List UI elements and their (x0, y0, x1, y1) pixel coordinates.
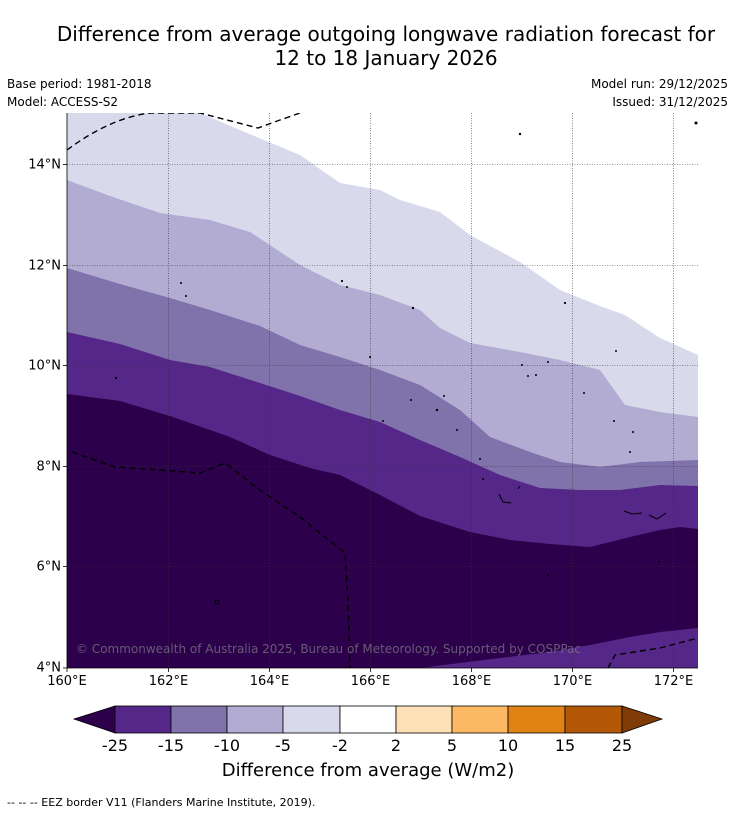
atoll-outlines (214, 485, 667, 605)
base-period: Base period: 1981-2018 (7, 77, 152, 91)
colorbar (72, 705, 664, 734)
map-border (66, 113, 698, 669)
y-tick-label: 6°N (36, 559, 62, 574)
eez-border-north (67, 113, 301, 151)
colorbar-label: 15 (554, 736, 576, 755)
colorbar-swatch-9 (564, 705, 623, 734)
y-tick-label: 12°N (28, 258, 61, 273)
x-tick-label: 172°E (653, 674, 694, 689)
colorbar-swatch-8 (507, 705, 566, 734)
x-tick-label: 162°E (148, 674, 189, 689)
colorbar-swatch-2 (170, 705, 228, 734)
x-tick-label: 164°E (249, 674, 290, 689)
colorbar-swatch-4 (282, 705, 341, 734)
title-line-1: Difference from average outgoing longwav… (56, 22, 716, 46)
colorbar-swatch-3 (226, 705, 284, 734)
y-tick-label: 8°N (36, 459, 62, 474)
meta-right: Model run: 29/12/2025 Issued: 31/12/2025 (591, 75, 728, 111)
x-tick-label: 166°E (350, 674, 391, 689)
model-name: Model: ACCESS-S2 (7, 95, 119, 109)
meta-left: Base period: 1981-2018 Model: ACCESS-S2 (7, 75, 152, 111)
colorbar-arrow-high (621, 705, 664, 734)
issued-date: Issued: 31/12/2025 (612, 95, 728, 109)
colorbar-swatch-5 (339, 705, 397, 734)
colorbar-swatch-7 (451, 705, 509, 734)
colorbar-swatch-6 (395, 705, 453, 734)
colorbar-label: 5 (446, 736, 458, 755)
colorbar-label: -15 (157, 736, 185, 755)
eez-borders (67, 113, 698, 668)
x-tick-label: 170°E (552, 674, 593, 689)
map-title: Difference from average outgoing longwav… (0, 22, 736, 70)
colorbar-label: -25 (101, 736, 129, 755)
islands (114, 121, 698, 576)
copyright-watermark: © Commonwealth of Australia 2025, Bureau… (76, 642, 581, 656)
colorbar-label: 10 (497, 736, 519, 755)
y-tick-label: 10°N (28, 358, 61, 373)
colorbar-arrow-low (72, 705, 116, 734)
eez-border-central (71, 451, 351, 668)
gridlines (67, 113, 698, 668)
y-tick-label: 14°N (28, 157, 61, 172)
y-tick-label: 4°N (36, 660, 62, 676)
eez-footnote: -- -- -- EEZ border V11 (Flanders Marine… (7, 796, 316, 809)
band-darkest-purple (67, 394, 698, 668)
model-run: Model run: 29/12/2025 (590, 77, 728, 91)
colorbar-label: -2 (332, 736, 348, 755)
colorbar-title: Difference from average (W/m2) (221, 760, 515, 781)
colorbar-label: -5 (275, 736, 291, 755)
colorbar-swatch-1 (114, 705, 172, 734)
contour-layer (67, 113, 698, 668)
x-tick-label: 160°E (47, 674, 87, 689)
title-line-2: 12 to 18 January 2026 (274, 46, 498, 70)
colorbar-label: -10 (213, 736, 241, 755)
x-tick-label: 168°E (451, 674, 492, 689)
tick-marks (63, 164, 674, 672)
colorbar-label: 25 (611, 736, 633, 755)
colorbar-label: 2 (390, 736, 402, 755)
